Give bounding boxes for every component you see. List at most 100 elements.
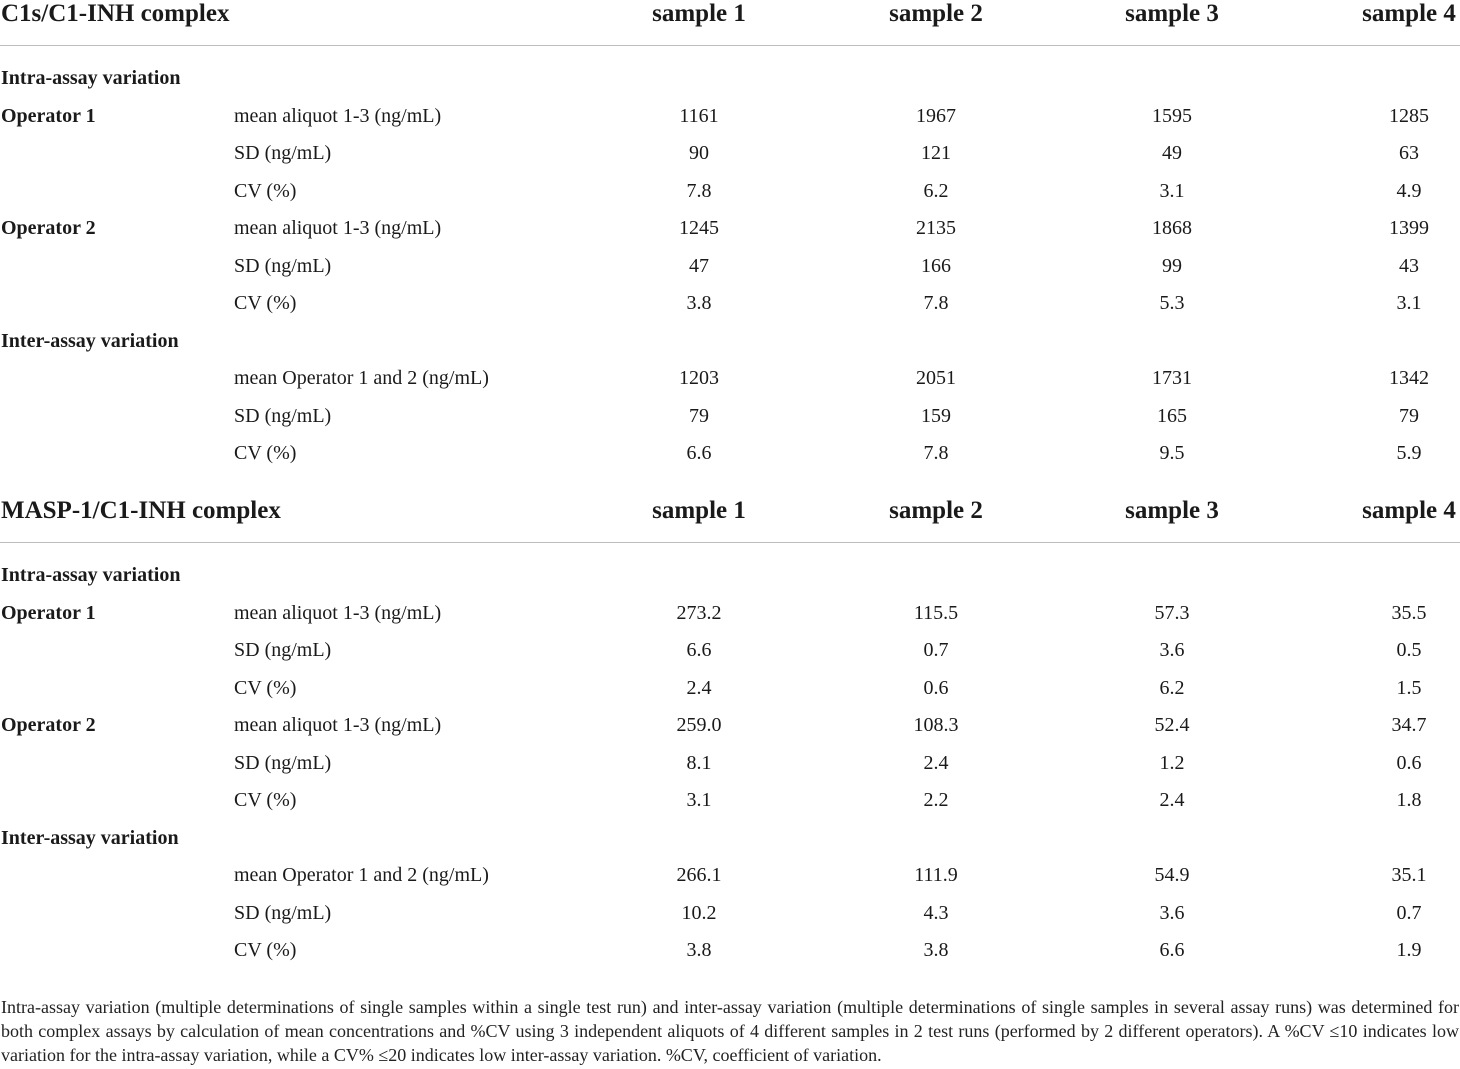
row-group-label: Inter-assay variation <box>1 329 179 352</box>
cell-sample-1: 1245 <box>679 217 719 239</box>
table-row: CV (%) 3.1 2.2 2.4 1.8 <box>0 788 1460 825</box>
cell-sample-1: 266.1 <box>676 864 722 886</box>
cell-sample-3: 1.2 <box>1159 751 1185 774</box>
cell-sample-4: 63 <box>1399 142 1419 164</box>
table-row: Operator 2 mean aliquot 1-3 (ng/mL) 1245 21… <box>0 216 1460 253</box>
cell-sample-3: 99 <box>1162 254 1182 277</box>
cell-sample-4: 34.7 <box>1391 714 1427 736</box>
cell-sample-1: 259.0 <box>676 714 722 736</box>
row-measure-label: CV (%) <box>234 442 297 464</box>
table-row: SD (ng/mL) 6.6 0.7 3.6 0.5 <box>0 638 1460 675</box>
cell-sample-1: 10.2 <box>681 901 717 924</box>
column-header-sample-2: sample 2 <box>889 0 983 27</box>
cell-sample-3: 3.6 <box>1159 639 1185 661</box>
cell-sample-1: 1161 <box>679 104 719 127</box>
cell-sample-3: 2.4 <box>1159 789 1185 811</box>
row-measure-label: mean aliquot 1-3 (ng/mL) <box>234 217 442 239</box>
table-row: Operator 1 mean aliquot 1-3 (ng/mL) 1161 19… <box>0 104 1460 141</box>
column-header-sample-1: sample 1 <box>652 0 746 27</box>
row-group-label: Operator 2 <box>1 714 96 736</box>
cell-sample-3: 6.6 <box>1159 939 1185 961</box>
row-group-label: Intra-assay variation <box>1 564 181 586</box>
table-row: SD (ng/mL) 90 121 49 63 <box>0 141 1460 178</box>
table-row: Inter-assay variation <box>0 329 1460 366</box>
row-measure-label: CV (%) <box>234 292 297 314</box>
table-row: Intra-assay variation <box>0 66 1460 103</box>
cell-sample-2: 2135 <box>916 217 956 239</box>
table-row: CV (%) 6.6 7.8 9.5 5.9 <box>0 441 1460 478</box>
cell-sample-3: 49 <box>1162 142 1182 164</box>
cell-sample-4: 5.9 <box>1396 442 1422 464</box>
cell-sample-3: 165 <box>1157 404 1187 427</box>
column-header-sample-1: sample 1 <box>652 497 746 524</box>
row-measure-label: mean Operator 1 and 2 (ng/mL) <box>234 367 489 389</box>
cell-sample-1: 3.8 <box>686 292 712 314</box>
row-measure-label: mean aliquot 1-3 (ng/mL) <box>234 104 442 127</box>
row-measure-label: SD (ng/mL) <box>234 142 332 164</box>
cell-sample-3: 1595 <box>1152 104 1192 127</box>
cell-sample-2: 2.2 <box>923 789 949 811</box>
cell-sample-2: 108.3 <box>913 714 959 736</box>
column-header-sample-3: sample 3 <box>1125 497 1219 524</box>
cell-sample-1: 273.2 <box>676 601 722 624</box>
row-group-label: Intra-assay variation <box>1 67 181 89</box>
cell-sample-2: 166 <box>921 254 951 277</box>
cell-sample-1: 3.8 <box>686 939 712 961</box>
cell-sample-2: 0.6 <box>923 676 949 699</box>
row-measure-label: CV (%) <box>234 939 297 961</box>
table-row: mean Operator 1 and 2 (ng/mL) 1203 2051 173… <box>0 366 1460 403</box>
row-measure-label: SD (ng/mL) <box>234 639 332 661</box>
cell-sample-2: 111.9 <box>914 864 958 886</box>
cell-sample-2: 4.3 <box>923 901 949 924</box>
cell-sample-3: 5.3 <box>1159 292 1185 314</box>
cell-sample-4: 4.9 <box>1396 179 1422 202</box>
cell-sample-1: 90 <box>689 142 709 164</box>
cell-sample-1: 47 <box>689 254 709 277</box>
cell-sample-3: 6.2 <box>1159 676 1185 699</box>
row-measure-label: SD (ng/mL) <box>234 254 332 277</box>
table-row: Operator 1 mean aliquot 1-3 (ng/mL) 273.2 1… <box>0 601 1460 638</box>
column-header-sample-4: sample 4 <box>1362 497 1456 524</box>
row-measure-label: CV (%) <box>234 676 297 699</box>
row-measure-label: SD (ng/mL) <box>234 751 332 774</box>
cell-sample-1: 8.1 <box>686 751 712 774</box>
table-row: Operator 2 mean aliquot 1-3 (ng/mL) 259.0 1… <box>0 713 1460 750</box>
row-group-label: Operator 1 <box>1 104 96 127</box>
cell-sample-2: 159 <box>921 404 951 427</box>
cell-sample-3: 3.1 <box>1159 179 1185 202</box>
cell-sample-1: 7.8 <box>686 179 712 202</box>
cell-sample-1: 6.6 <box>686 442 712 464</box>
cell-sample-2: 2051 <box>916 367 956 389</box>
cell-sample-4: 1342 <box>1389 367 1429 389</box>
cell-sample-4: 79 <box>1399 404 1419 427</box>
table-row: SD (ng/mL) 79 159 165 79 <box>0 404 1460 441</box>
cell-sample-3: 1731 <box>1152 367 1192 389</box>
cell-sample-3: 52.4 <box>1154 714 1190 736</box>
cell-sample-4: 0.7 <box>1396 901 1422 924</box>
table-row: CV (%) 7.8 6.2 3.1 4.9 <box>0 179 1460 216</box>
cell-sample-4: 1399 <box>1389 217 1429 239</box>
row-group-label: Operator 1 <box>1 601 96 624</box>
cell-sample-3: 9.5 <box>1159 442 1185 464</box>
cell-sample-4: 1.9 <box>1396 939 1422 961</box>
cell-sample-3: 1868 <box>1152 217 1192 239</box>
row-measure-label: CV (%) <box>234 179 297 202</box>
cell-sample-3: 57.3 <box>1154 601 1190 624</box>
cell-sample-3: 3.6 <box>1159 901 1185 924</box>
cell-sample-4: 43 <box>1399 254 1419 277</box>
row-measure-label: mean aliquot 1-3 (ng/mL) <box>234 714 442 736</box>
header-rule <box>0 45 1460 46</box>
cell-sample-1: 2.4 <box>686 676 712 699</box>
table-row: Inter-assay variation <box>0 826 1460 863</box>
section-title: MASP-1/C1-INH complex <box>1 497 281 524</box>
row-group-label: Operator 2 <box>1 217 96 239</box>
cell-sample-3: 54.9 <box>1154 864 1190 886</box>
cell-sample-2: 115.5 <box>913 601 959 624</box>
table-footnote: Intra-assay variation (multiple determin… <box>1 997 1459 1065</box>
table-row: mean Operator 1 and 2 (ng/mL) 266.1 111.9 5… <box>0 863 1460 900</box>
cell-sample-1: 1203 <box>679 367 719 389</box>
cell-sample-2: 3.8 <box>923 939 949 961</box>
cell-sample-2: 2.4 <box>923 751 949 774</box>
column-header-sample-4: sample 4 <box>1362 0 1456 27</box>
cell-sample-4: 0.6 <box>1396 751 1422 774</box>
